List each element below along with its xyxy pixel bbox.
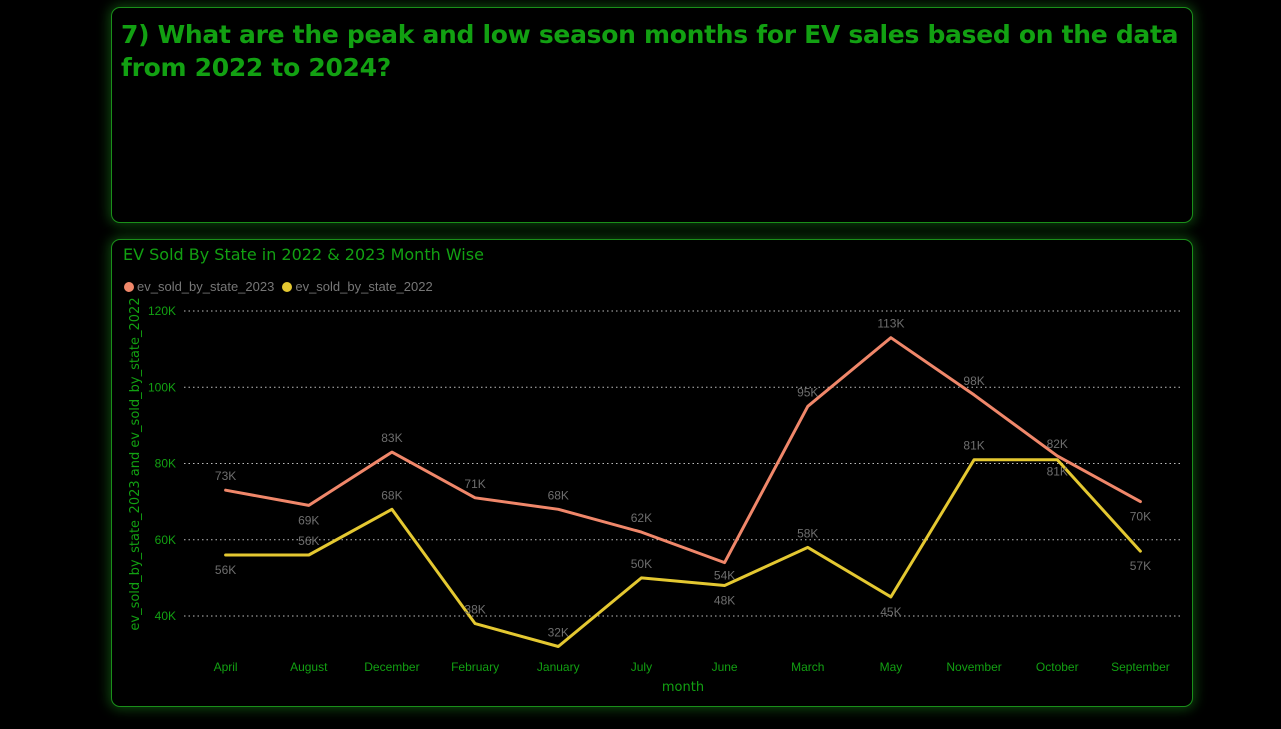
data-label-2022: 56K — [298, 534, 319, 548]
data-label-2022: 45K — [880, 605, 901, 619]
legend-dot-icon — [282, 281, 293, 292]
y-tick-label: 60K — [155, 533, 176, 547]
data-label-2022: 81K — [1047, 465, 1068, 479]
data-label-2022: 57K — [1130, 559, 1151, 573]
x-tick-label: August — [290, 660, 328, 674]
x-tick-label: September — [1111, 660, 1170, 674]
series-line-2022 — [224, 458, 1142, 648]
y-tick-label: 80K — [155, 457, 176, 471]
data-label-2022: 56K — [215, 563, 236, 577]
data-label-2022: 32K — [548, 626, 569, 640]
data-label-2023: 62K — [631, 511, 652, 525]
line-chart: 40K 60K 80K 100K 120K April August December Febr… — [128, 297, 1182, 695]
y-tick-label: 40K — [155, 609, 176, 623]
data-label-2023: 68K — [548, 488, 569, 502]
data-label-2023: 73K — [215, 469, 236, 483]
x-tick-label: June — [712, 660, 738, 674]
data-label-2022: 38K — [464, 603, 485, 617]
data-label-2023: 83K — [381, 431, 402, 445]
data-label-2023: 70K — [1130, 510, 1151, 524]
y-axis-title: ev_sold_by_state_2023 and ev_sold_by_sta… — [128, 297, 143, 630]
x-tick-label: February — [451, 660, 499, 674]
legend-item-2022[interactable]: ev_sold_by_state_2022 — [282, 279, 433, 294]
question-text: 7) What are the peak and low season mont… — [121, 20, 1179, 82]
legend-label: ev_sold_by_state_2023 — [137, 279, 275, 294]
x-tick-label: July — [631, 660, 652, 674]
y-tick-label: 100K — [148, 380, 176, 394]
data-label-2022: 58K — [797, 526, 818, 540]
question-card: 7) What are the peak and low season mont… — [111, 7, 1193, 223]
chart-legend: ev_sold_by_state_2023 ev_sold_by_state_2… — [124, 279, 433, 294]
data-label-2022: 81K — [963, 439, 984, 453]
x-tick-label: December — [364, 660, 419, 674]
chart-card: EV Sold By State in 2022 & 2023 Month Wi… — [111, 239, 1193, 707]
x-tick-label: November — [946, 660, 1001, 674]
data-label-2023: 98K — [963, 374, 984, 388]
data-label-2023: 82K — [1047, 437, 1068, 451]
legend-item-2023[interactable]: ev_sold_by_state_2023 — [124, 279, 274, 294]
data-label-2023: 95K — [797, 385, 818, 399]
y-tick-label: 120K — [148, 304, 176, 318]
data-label-2023: 69K — [298, 513, 319, 527]
x-tick-label: January — [537, 660, 580, 674]
x-axis-title: month — [662, 680, 704, 695]
x-tick-label: October — [1036, 660, 1079, 674]
series-line-2023 — [224, 336, 1142, 565]
data-label-2023: 54K — [714, 569, 735, 583]
data-label-2022: 50K — [631, 557, 652, 571]
data-label-2022: 48K — [714, 594, 735, 608]
x-tick-label: May — [880, 660, 903, 674]
x-tick-label: April — [214, 660, 238, 674]
data-label-2023: 113K — [877, 317, 904, 331]
x-tick-label: March — [791, 660, 824, 674]
data-label-2022: 68K — [381, 488, 402, 502]
chart-title: EV Sold By State in 2022 & 2023 Month Wi… — [123, 245, 484, 264]
data-label-2023: 71K — [464, 477, 485, 491]
legend-label: ev_sold_by_state_2022 — [295, 279, 433, 294]
legend-dot-icon — [124, 281, 134, 292]
